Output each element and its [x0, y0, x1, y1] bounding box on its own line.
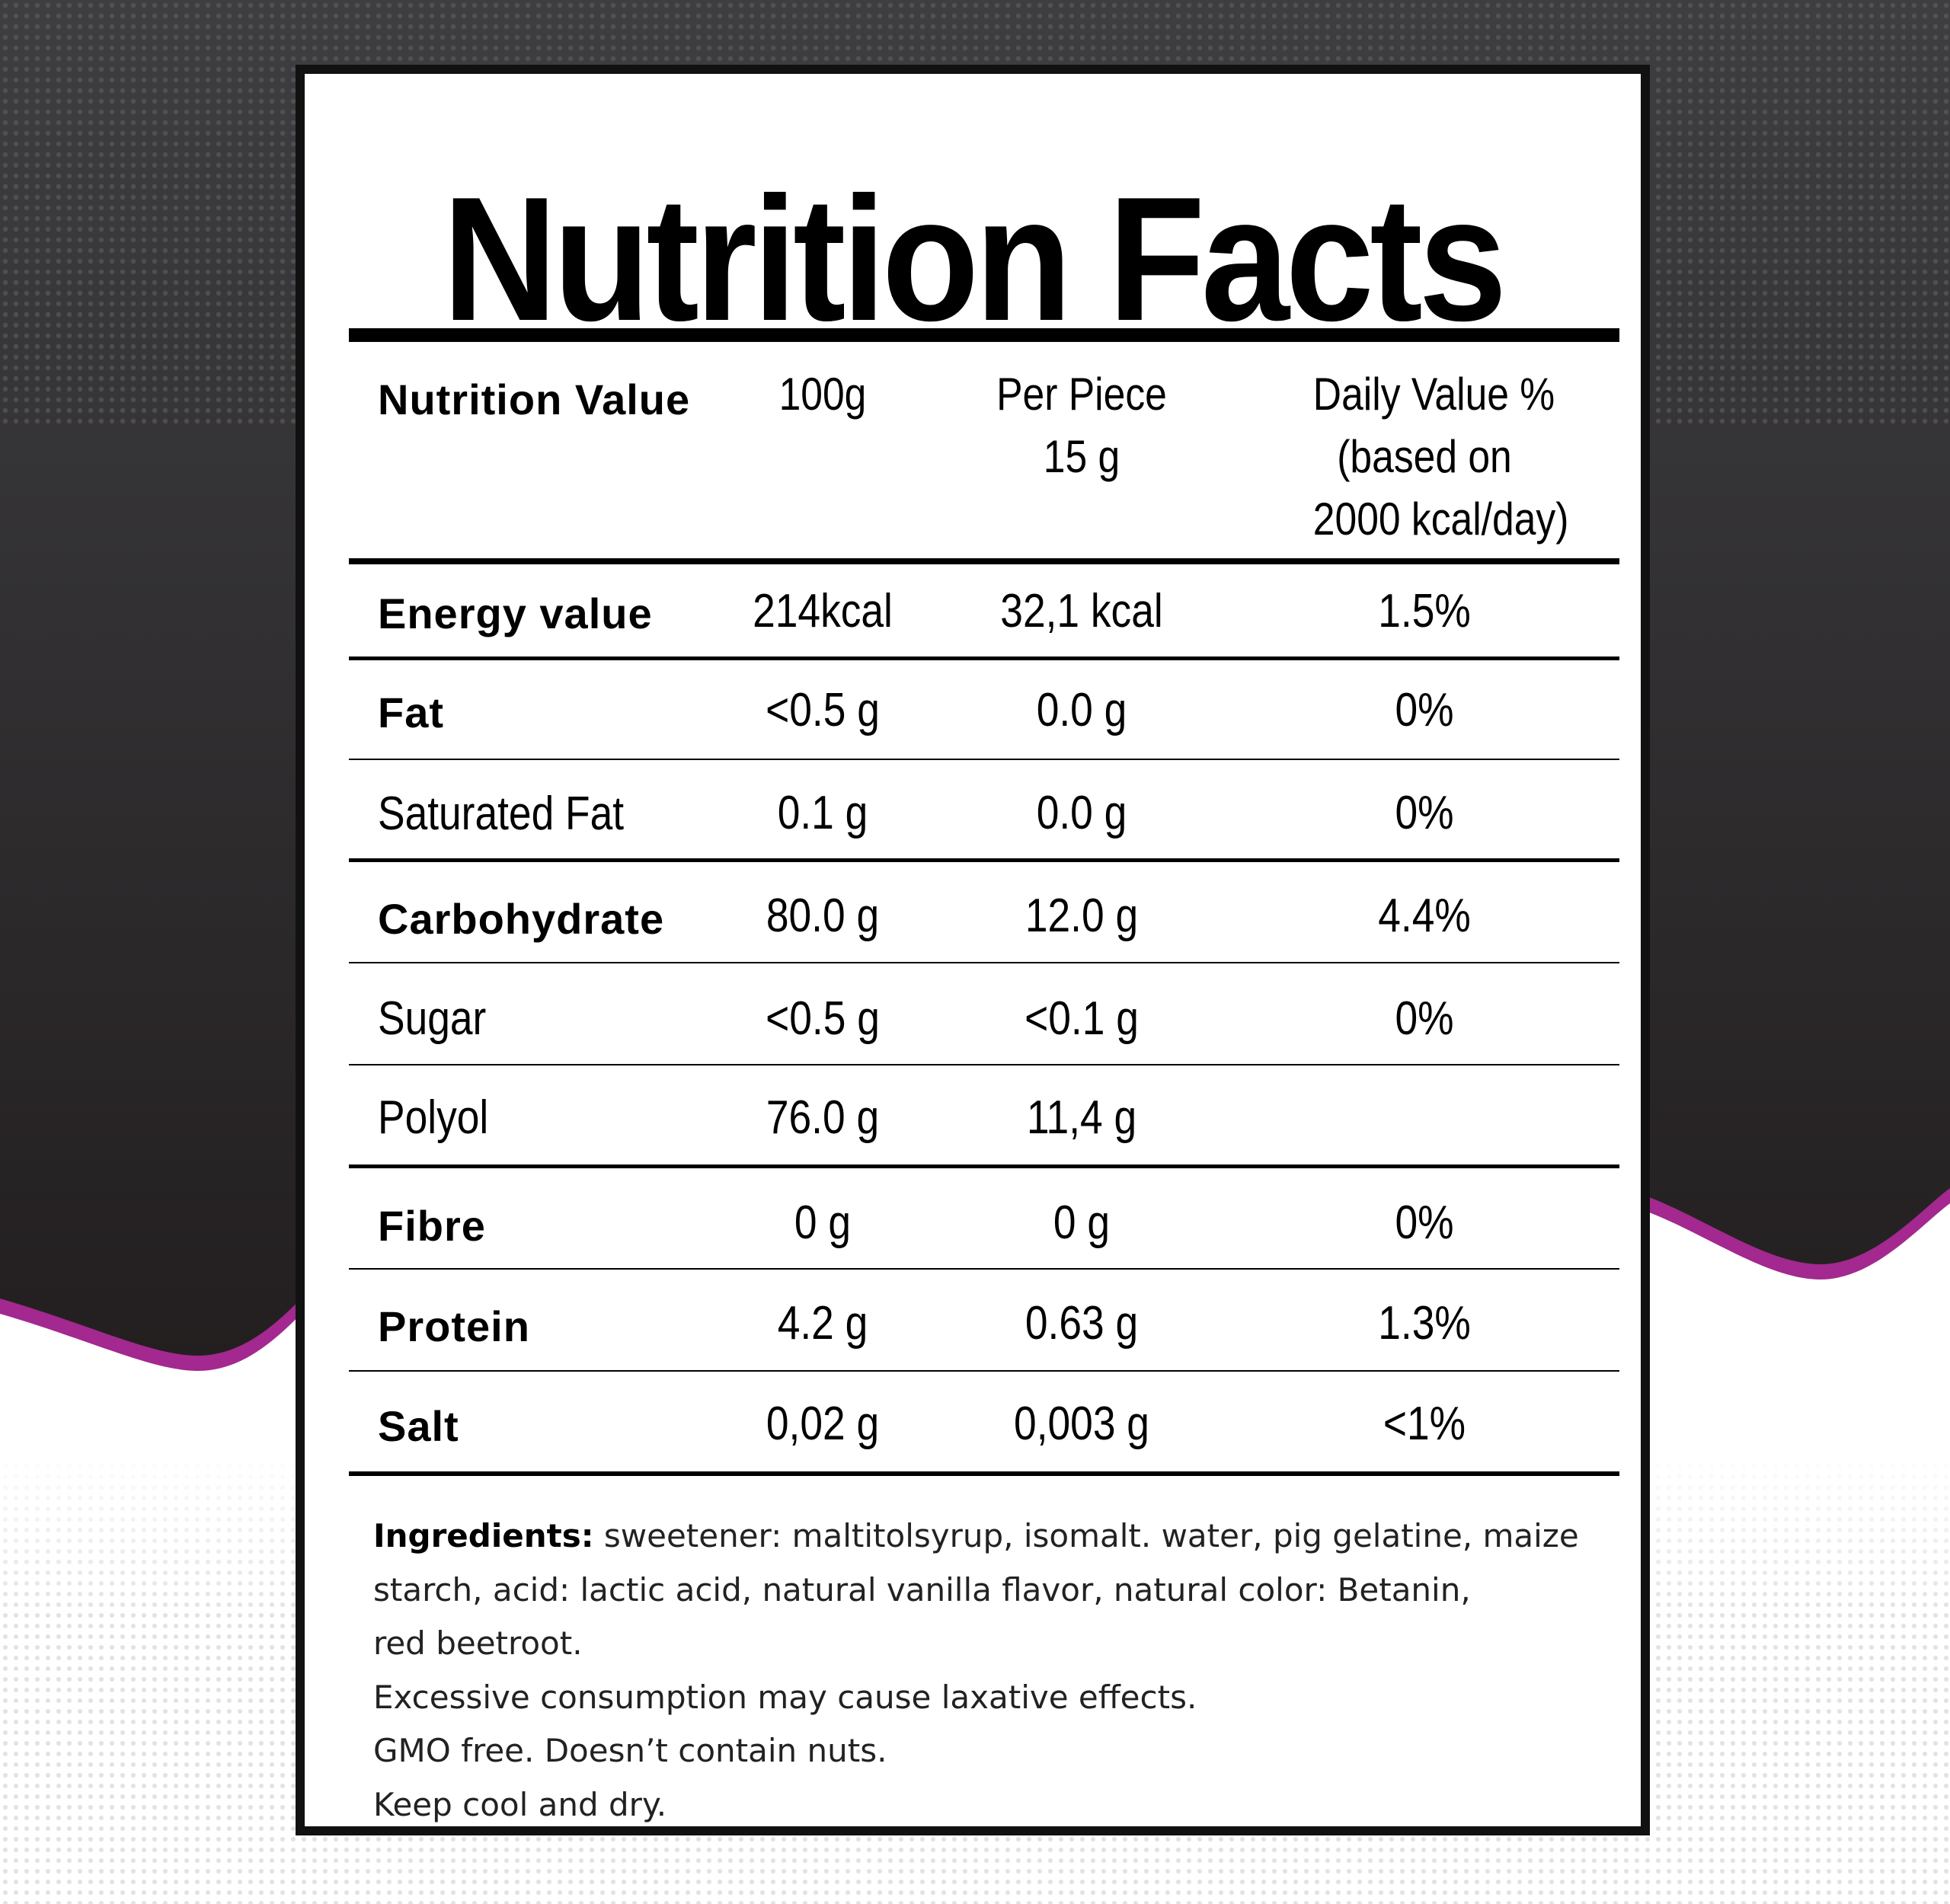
ingredients-text-1: sweetener: maltitolsyrup, isomalt. water…	[593, 1517, 1579, 1554]
row-divider-thin	[349, 1064, 1619, 1065]
row-salt-label: Salt	[378, 1402, 459, 1450]
ingredients-line-3: red beetroot.	[373, 1624, 583, 1662]
header-100g: 100g	[778, 369, 867, 420]
header-rule	[349, 558, 1619, 564]
row-polyol-100g: 76.0 g	[766, 1091, 880, 1144]
row-carbohydrate-label: Carbohydrate	[378, 895, 665, 943]
row-salt-dv: <1%	[1383, 1398, 1466, 1450]
row-divider-thin	[349, 962, 1619, 963]
row-saturated-fat-per-piece: 0.0 g	[1036, 787, 1127, 839]
header-per-piece-line-2: 15 g	[1043, 431, 1120, 482]
row-divider-thin	[349, 1370, 1619, 1372]
row-saturated-fat-dv: 0%	[1395, 787, 1454, 839]
row-sugar-per-piece: <0.1 g	[1025, 992, 1139, 1045]
title-rule	[349, 328, 1619, 342]
nutrition-label-panel: Nutrition Facts Nutrition Value 100g Per…	[296, 65, 1650, 1835]
row-fibre-label: Fibre	[378, 1202, 486, 1250]
header-per-piece: Per Piece 15 g	[970, 363, 1193, 488]
row-energy-100g: 214kcal	[753, 585, 893, 637]
header-daily-value-line-3: 2000 kcal/day)	[1312, 494, 1569, 545]
header-daily-value-line-1: Daily Value %	[1312, 369, 1555, 420]
row-salt-100g: 0,02 g	[766, 1398, 880, 1450]
row-divider-thick	[349, 656, 1619, 660]
row-saturated-fat-label: Saturated Fat	[378, 787, 625, 840]
header-daily-value: Daily Value % (based on 2000 kcal/day)	[1312, 363, 1569, 551]
row-carbohydrate-100g: 80.0 g	[766, 890, 880, 942]
row-fat-label: Fat	[378, 688, 444, 736]
row-protein-100g: 4.2 g	[777, 1297, 868, 1350]
footer-notes: Ingredients: sweetener: maltitolsyrup, i…	[373, 1509, 1622, 1832]
header-daily-value-line-2: (based on	[1337, 431, 1512, 482]
row-sugar-100g: <0.5 g	[766, 992, 880, 1045]
row-sugar-label: Sugar	[378, 992, 487, 1045]
row-protein-label: Protein	[378, 1302, 530, 1350]
row-protein-dv: 1.3%	[1378, 1297, 1471, 1350]
row-divider-thin	[349, 759, 1619, 760]
row-salt-per-piece: 0,003 g	[1014, 1398, 1149, 1450]
header-per-piece-line-1: Per Piece	[996, 369, 1167, 420]
storage-note: Keep cool and dry.	[373, 1785, 667, 1823]
row-fat-dv: 0%	[1395, 684, 1454, 736]
row-saturated-fat-100g: 0.1 g	[777, 787, 868, 839]
row-fat-per-piece: 0.0 g	[1036, 684, 1127, 736]
row-fat-100g: <0.5 g	[766, 684, 880, 736]
row-fibre-dv: 0%	[1395, 1196, 1454, 1249]
ingredients-label: Ingredients:	[373, 1517, 594, 1554]
row-polyol-per-piece: 11,4 g	[1026, 1091, 1137, 1144]
row-divider-thick	[349, 1164, 1619, 1168]
row-energy-label: Energy value	[378, 589, 653, 637]
ingredients-line-1: Ingredients: sweetener: maltitolsyrup, i…	[373, 1509, 1622, 1564]
row-energy-per-piece: 32,1 kcal	[1000, 585, 1163, 637]
row-divider-thin	[349, 1268, 1619, 1270]
row-fibre-100g: 0 g	[794, 1196, 852, 1249]
row-polyol-label: Polyol	[378, 1091, 489, 1144]
row-energy-dv: 1.5%	[1378, 585, 1471, 637]
ingredients-line-2: starch, acid: lactic acid, natural vanil…	[373, 1570, 1471, 1608]
row-divider-thick	[349, 858, 1619, 862]
row-carbohydrate-dv: 4.4%	[1378, 890, 1471, 942]
laxative-warning: Excessive consumption may cause laxative…	[373, 1678, 1197, 1716]
row-protein-per-piece: 0.63 g	[1025, 1297, 1139, 1350]
table-bottom-rule	[349, 1471, 1619, 1476]
row-carbohydrate-per-piece: 12.0 g	[1025, 890, 1139, 942]
row-sugar-dv: 0%	[1395, 992, 1454, 1045]
page-title: Nutrition Facts	[442, 161, 1507, 358]
header-nutrition-value: Nutrition Value	[378, 375, 691, 423]
gmo-note: GMO free. Doesn’t contain nuts.	[373, 1732, 887, 1769]
row-fibre-per-piece: 0 g	[1053, 1196, 1111, 1249]
